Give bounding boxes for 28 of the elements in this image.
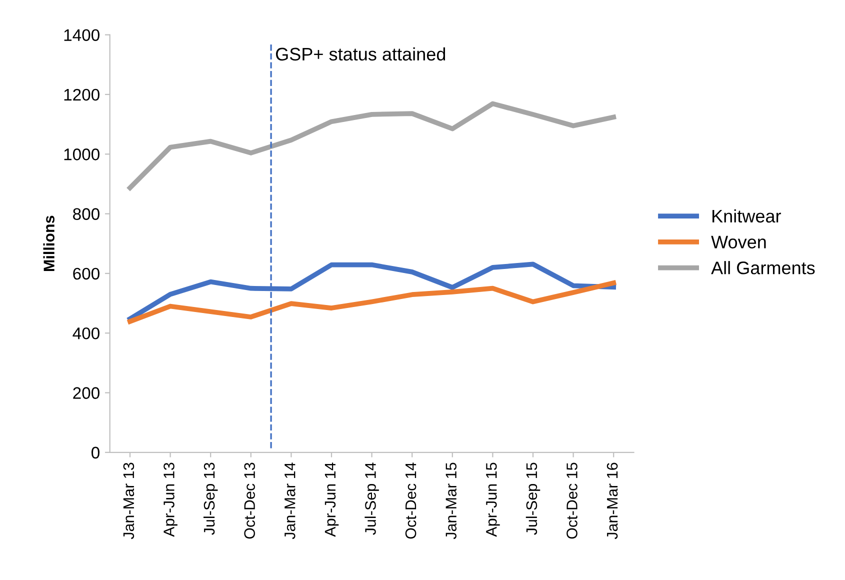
y-tick-label: 200 — [73, 387, 100, 399]
y-tick-label: 600 — [73, 268, 100, 280]
legend-label: Woven — [711, 236, 766, 248]
y-axis-title: Millions — [43, 216, 54, 272]
x-tick-label: Oct-Dec 14 — [405, 462, 416, 539]
x-tick-label: Apr-Jun 15 — [486, 462, 500, 537]
y-tick-label: 1400 — [64, 29, 100, 42]
x-tick-label: Oct-Dec 13 — [244, 462, 255, 539]
line-series — [128, 101, 616, 190]
x-tick-label: Oct-Dec 15 — [566, 462, 578, 539]
y-tick-label: 0 — [92, 446, 100, 459]
x-tick-label: Jan-Mar 15 — [446, 462, 456, 540]
ref-line-label: GSP+ status attained — [276, 47, 446, 61]
x-tick-label: Jul-Sep 13 — [203, 462, 218, 535]
y-tick-label: 800 — [73, 208, 100, 220]
y-tick-label: 1200 — [64, 88, 100, 101]
y-tick-label: 1000 — [64, 148, 100, 160]
x-tick-label: Jan-Mar 14 — [284, 462, 296, 540]
y-tick-label: 400 — [72, 327, 100, 340]
legend-label: Knitwear — [712, 209, 781, 223]
legend-label: All Garments — [711, 261, 815, 274]
x-tick-label: Jul-Sep 14 — [364, 462, 379, 535]
x-tick-label: Jan-Mar 16 — [606, 462, 618, 540]
x-tick-label: Apr-Jun 13 — [164, 462, 178, 537]
x-tick-label: Jul-Sep 15 — [526, 462, 540, 535]
line-series — [128, 280, 616, 324]
x-tick-label: Jan-Mar 13 — [123, 462, 134, 540]
x-tick-label: Apr-Jun 14 — [324, 462, 339, 537]
